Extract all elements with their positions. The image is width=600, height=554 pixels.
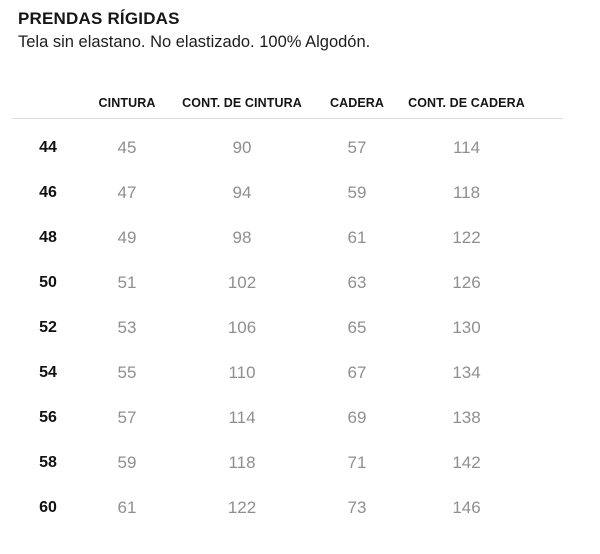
- page-title: PRENDAS RÍGIDAS: [18, 9, 180, 28]
- cadera-cell: 69: [347, 407, 367, 427]
- size-cell: 44: [39, 138, 57, 156]
- table-row: 60 61 122 73 146: [12, 485, 563, 530]
- size-cell: 58: [39, 453, 57, 471]
- table-row: 54 55 110 67 134: [12, 350, 563, 395]
- cintura-cell: 47: [117, 182, 137, 202]
- table-row: 52 53 106 65 130: [12, 305, 563, 350]
- cintura-cell: 53: [117, 317, 137, 337]
- size-cell: 54: [39, 363, 57, 381]
- cont-cintura-cell: 122: [227, 497, 257, 517]
- column-header-size-spacer: [12, 96, 84, 110]
- cont-cintura-cell: 102: [227, 272, 257, 292]
- table-row: 50 51 102 63 126: [12, 260, 563, 305]
- cont-cadera-cell: 130: [452, 317, 481, 337]
- cintura-cell: 45: [117, 137, 137, 157]
- size-table-body: 44 45 90 57 114 46 47 94 59 118 48 49 98…: [12, 125, 563, 530]
- cadera-cell: 59: [347, 182, 367, 202]
- cintura-cell: 55: [117, 362, 137, 382]
- page-subtitle: Tela sin elastano. No elastizado. 100% A…: [18, 33, 371, 52]
- table-row: 58 59 118 71 142: [12, 440, 563, 485]
- table-row: 48 49 98 61 122: [12, 215, 563, 260]
- size-table-header: CINTURA CONT. DE CINTURA CADERA CONT. DE…: [12, 96, 563, 119]
- cont-cintura-cell: 94: [232, 182, 252, 202]
- cadera-cell: 63: [347, 272, 367, 292]
- cont-cadera-cell: 122: [452, 227, 481, 247]
- cintura-cell: 59: [117, 452, 137, 472]
- page-header: PRENDAS RÍGIDAS Tela sin elastano. No el…: [18, 9, 582, 53]
- cintura-cell: 57: [117, 407, 137, 427]
- size-cell: 48: [39, 228, 57, 246]
- cont-cintura-cell: 106: [227, 317, 257, 337]
- size-cell: 56: [39, 408, 57, 426]
- cadera-cell: 61: [347, 227, 367, 247]
- cont-cadera-cell: 138: [452, 407, 481, 427]
- cont-cintura-cell: 118: [228, 452, 256, 472]
- cont-cintura-cell: 110: [228, 362, 256, 382]
- cadera-cell: 73: [347, 497, 367, 517]
- cont-cadera-cell: 146: [452, 497, 481, 517]
- cont-cintura-cell: 98: [232, 227, 252, 247]
- column-header-cont-de-cintura: CONT. DE CINTURA: [182, 96, 302, 110]
- cintura-cell: 61: [117, 497, 137, 517]
- cadera-cell: 65: [347, 317, 367, 337]
- cont-cintura-cell: 114: [228, 407, 256, 427]
- cont-cadera-cell: 142: [452, 452, 481, 472]
- cont-cadera-cell: 134: [452, 362, 481, 382]
- size-cell: 50: [39, 273, 57, 291]
- cont-cadera-cell: 114: [452, 137, 481, 157]
- cont-cadera-cell: 126: [452, 272, 481, 292]
- cont-cintura-cell: 90: [232, 137, 252, 157]
- cont-cadera-cell: 118: [452, 182, 481, 202]
- cintura-cell: 49: [117, 227, 137, 247]
- column-header-cadera: CADERA: [329, 96, 385, 110]
- table-row: 44 45 90 57 114: [12, 125, 563, 170]
- size-cell: 46: [39, 183, 57, 201]
- size-cell: 52: [39, 318, 57, 336]
- column-header-cont-de-cadera: CONT. DE CADERA: [408, 96, 525, 110]
- cadera-cell: 57: [347, 137, 367, 157]
- column-header-cintura: CINTURA: [98, 96, 156, 110]
- table-row: 56 57 114 69 138: [12, 395, 563, 440]
- cintura-cell: 51: [117, 272, 137, 292]
- size-cell: 60: [39, 498, 57, 516]
- cadera-cell: 71: [347, 452, 367, 472]
- table-row: 46 47 94 59 118: [12, 170, 563, 215]
- cadera-cell: 67: [347, 362, 367, 382]
